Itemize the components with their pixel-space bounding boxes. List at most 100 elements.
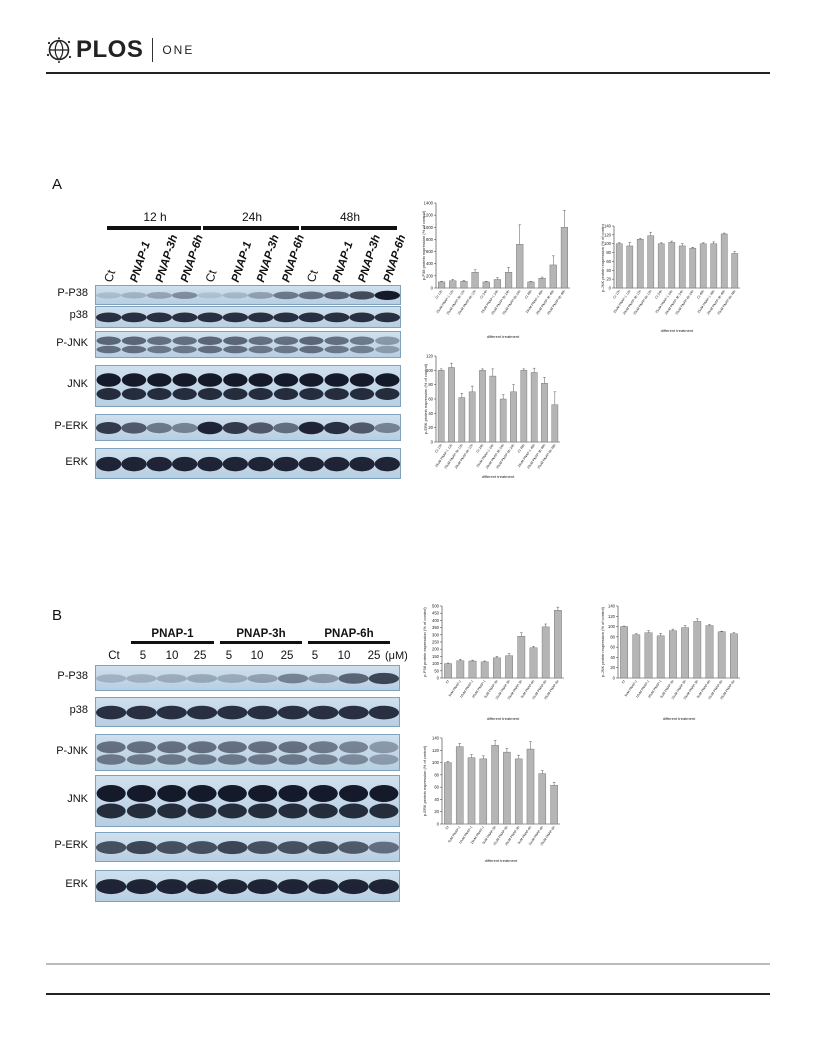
panel-b-band (248, 785, 278, 802)
chart-3-ylabel: p-P38 protein expression (% of control) (422, 607, 427, 677)
chart-5-xlabel: different treatment (485, 858, 518, 863)
panel-b-band (96, 705, 127, 720)
panel-b-band (368, 672, 399, 685)
panel-b-group-label-2: PNAP-6h (324, 628, 373, 640)
panel-a-band (324, 336, 349, 345)
panel-a-band (349, 345, 375, 354)
panel-a-time-label-1: 24h (242, 210, 262, 224)
chart-1-bar-11 (731, 253, 739, 289)
panel-b-band (339, 803, 369, 819)
panel-a-band (96, 292, 122, 299)
panel-a-band (197, 292, 223, 299)
footer-rule-dark (46, 993, 770, 995)
panel-a-band (299, 373, 324, 387)
chart-3-bar-5 (505, 655, 513, 679)
panel-b-blot-label-1: p38 (69, 704, 88, 716)
chart-0-bar-4 (482, 281, 490, 289)
chart-1-bar-10 (720, 233, 728, 289)
panel-a-blot-label-2: P-JNK (56, 336, 88, 349)
panel-b-band (96, 785, 126, 802)
panel-b-blot-label-0: P-P38 (57, 670, 88, 682)
panel-a-lane-label-7: PNAP-6h (280, 233, 307, 284)
panel-a-band (375, 388, 400, 400)
chart-2-bar-0 (437, 370, 445, 443)
panel-a-band (273, 345, 299, 354)
panel-b-lane-label-1: 5 (140, 650, 146, 662)
panel-a-blot-label-3: JNK (67, 378, 88, 390)
chart-4-xtick-0: Ct (621, 679, 626, 684)
panel-b-band (277, 841, 309, 854)
chart-4-bar-7 (705, 625, 714, 679)
panel-b-band (277, 673, 309, 684)
chart-5-ytick-6: 120 (432, 748, 440, 753)
panel-a-lane-label-10: PNAP-3h (356, 233, 383, 284)
panel-a-band (248, 373, 273, 387)
panel-a-band (273, 373, 299, 387)
panel-b-blot-5 (95, 870, 400, 902)
panel-a-group-bar-1 (203, 226, 299, 230)
chart-5-bar-5 (503, 751, 511, 825)
chart-0-bar-7 (516, 244, 524, 289)
chart-5-ytick-2: 40 (434, 797, 439, 802)
chart-0-bar-8 (527, 281, 535, 289)
panel-a-band (222, 422, 248, 434)
chart-b-p-erk: 0 20 40 60 80 100 120 140 p-ERK protein expressi… (422, 736, 560, 863)
chart-1-bar-6 (678, 245, 686, 289)
panel-b-band (156, 841, 187, 854)
panel-a-lane-label-2: PNAP-3h (154, 233, 181, 284)
panel-a-band (96, 373, 121, 387)
chart-4-ytick-5: 100 (608, 624, 616, 629)
panel-a-band (324, 312, 350, 323)
chart-2-bar-9 (530, 372, 538, 443)
panel-a-band (121, 312, 147, 323)
chart-2-ytick-0: 0 (431, 440, 434, 445)
panel-a-blot-4 (95, 414, 401, 441)
panel-b-band (278, 803, 308, 819)
chart-5-ytick-1: 20 (434, 809, 439, 814)
chart-2-ytick-1: 20 (428, 425, 433, 430)
panel-a-band (172, 422, 198, 434)
panel-b-band (339, 785, 369, 802)
chart-5-ylabel: p-ERK protein expression (% of control) (422, 745, 427, 816)
panel-b-band (156, 705, 187, 720)
logo-divider (152, 38, 154, 62)
panel-b-band (338, 673, 369, 684)
chart-3-ytick-3: 150 (432, 654, 440, 659)
chart-0-xtick-8: Ct 48h (524, 289, 533, 299)
chart-0-xlabel: different treatment (487, 334, 520, 339)
chart-0-ytick-4: 800 (426, 237, 434, 242)
chart-1-ytick-2: 40 (606, 268, 611, 273)
chart-0-ytick-0: 0 (431, 286, 434, 291)
panel-a-band (146, 292, 172, 299)
chart-0-bar-6 (505, 272, 513, 289)
panel-a-band (324, 388, 349, 400)
panel-a-band (197, 373, 223, 387)
chart-3-bar-1 (456, 660, 465, 679)
panel-b-band (217, 841, 248, 855)
panel-b-band (308, 705, 339, 720)
panel-b-band (126, 841, 157, 855)
chart-2-bar-1 (448, 367, 455, 443)
panel-b-lane-label-9: 25 (368, 650, 381, 662)
panel-b-band (368, 879, 399, 895)
panel-a-lane-label-6: PNAP-3h (255, 233, 282, 284)
chart-5-bar-8 (538, 773, 547, 825)
panel-a-band (147, 345, 172, 354)
chart-5-bar-6 (514, 758, 523, 825)
panel-b-band (217, 803, 247, 819)
chart-4-bar-8 (717, 631, 726, 679)
panel-a-band (349, 456, 375, 472)
chart-2-bar-5 (489, 375, 497, 443)
chart-0-ytick-5: 1000 (424, 225, 434, 230)
chart-0-bar-0 (438, 281, 446, 289)
chart-1-ytick-3: 60 (606, 259, 611, 264)
panel-b-lane-header: PNAP-1 PNAP-3h PNAP-6h Ct 5 10 25 5 10 25 5 10 25 (μ… (108, 628, 408, 662)
chart-4-ylabel: p-JNK protein expression (% of control) (600, 606, 605, 676)
chart-1-bar-2 (636, 239, 644, 289)
panel-b-group-bar-0 (131, 641, 214, 644)
panel-a-blot-label-5: ERK (65, 455, 88, 468)
panel-b-blot-2 (95, 734, 400, 771)
